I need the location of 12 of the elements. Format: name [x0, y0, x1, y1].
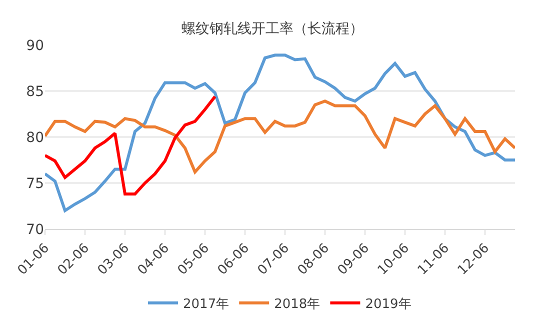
line-series	[45, 100, 515, 174]
legend-label: 2019年	[365, 296, 412, 312]
y-tick-label: 75	[26, 176, 44, 192]
y-tick-label: 80	[26, 130, 44, 146]
y-tick-label: 70	[26, 222, 44, 238]
line-series	[45, 54, 515, 212]
y-tick-label: 90	[26, 38, 44, 54]
y-tick-label: 85	[26, 84, 44, 100]
chart-title: 螺纹钢轧线开工率（长流程）	[182, 20, 364, 37]
legend-label: 2017年	[183, 296, 230, 312]
legend-label: 2018年	[274, 296, 320, 312]
line-series	[45, 95, 216, 196]
